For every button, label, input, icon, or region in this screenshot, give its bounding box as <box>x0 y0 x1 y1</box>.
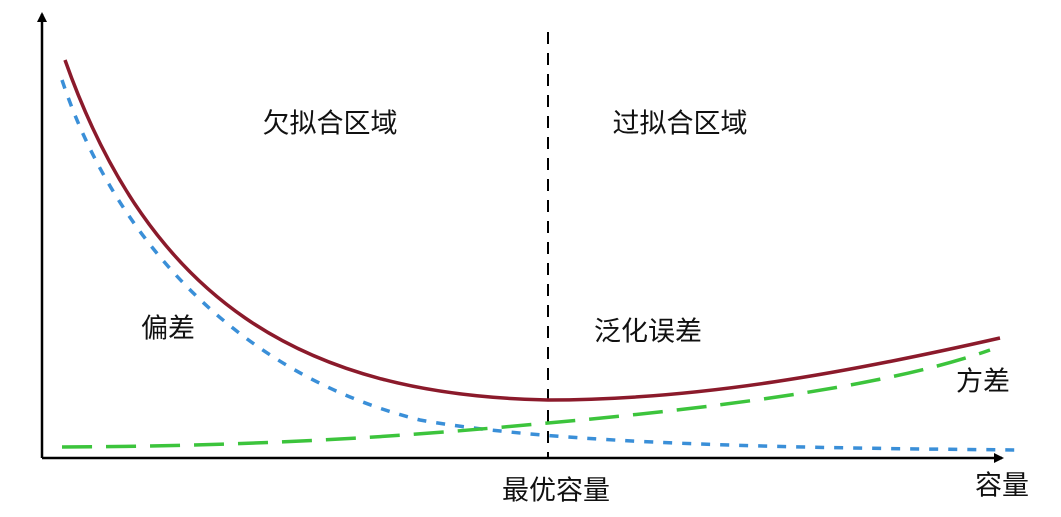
bias-curve <box>60 79 1021 452</box>
curve-label: 偏差 <box>141 314 195 345</box>
curve-label: 方差 <box>956 367 1010 398</box>
curve-label: 泛化误差 <box>594 317 702 348</box>
region-label: 欠拟合区域 <box>263 109 398 140</box>
axis-mark-label: 最优容量 <box>502 476 610 507</box>
error-curve <box>63 59 1001 402</box>
region-label: 过拟合区域 <box>613 109 748 140</box>
x-axis-label: 容量 <box>975 471 1029 502</box>
variance-curve <box>61 348 991 449</box>
